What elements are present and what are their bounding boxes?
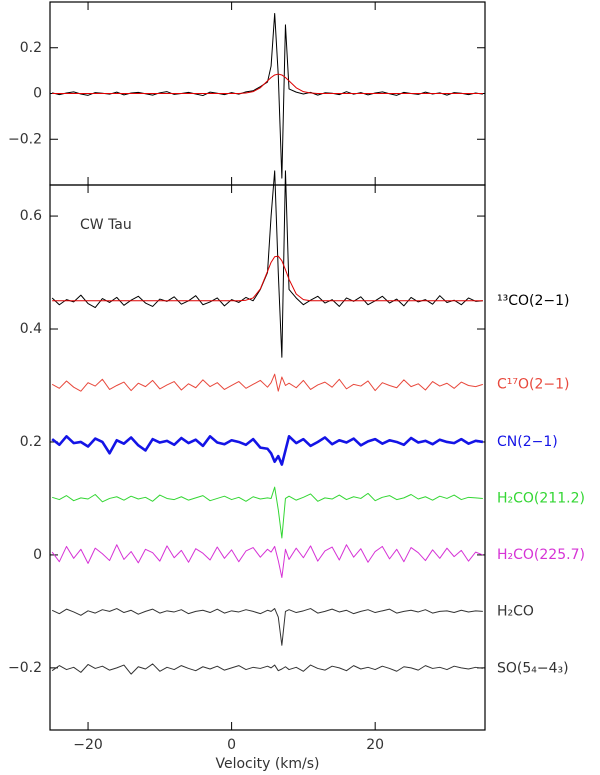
y-tick-label: 0: [33, 547, 42, 563]
series-label: CN(2−1): [497, 434, 558, 450]
y-tick-label: −0.2: [8, 131, 42, 147]
spectrum-line: [51, 435, 484, 466]
x-tick-label: 20: [366, 737, 384, 753]
y-tick-label: 0.6: [20, 208, 42, 224]
plot-frame: [49, 184, 486, 731]
x-tick-label: −20: [73, 737, 103, 753]
x-axis-label: Velocity (km/s): [215, 756, 319, 772]
series-label: C¹⁷O(2−1): [497, 376, 570, 392]
series-label: ¹³CO(2−1): [497, 293, 570, 309]
y-tick-label: 0.2: [20, 40, 42, 56]
series-label: H₂CO: [497, 603, 534, 619]
y-tick-label: 0: [33, 86, 42, 102]
y-tick-label: −0.2: [8, 660, 42, 676]
spectrum-line: [52, 73, 483, 94]
y-tick-label: 0.4: [20, 321, 42, 337]
spectrum-line: [51, 608, 483, 646]
spectrum-line: [51, 170, 483, 358]
annotation: CW Tau: [80, 217, 132, 233]
series-label: H₂CO(211.2): [497, 490, 585, 506]
spectrum-line: [51, 544, 484, 579]
spectrum-line: [52, 255, 483, 302]
spectrum-line: [51, 486, 483, 539]
spectrum-line: [52, 12, 483, 179]
spectrum-line: [51, 663, 483, 675]
x-tick-label: 0: [227, 737, 236, 753]
series-label: H₂CO(225.7): [497, 547, 585, 563]
y-tick-label: 0.2: [20, 434, 42, 450]
series-label: SO(5₄−4₃): [497, 660, 569, 676]
spectrum-line: [51, 373, 484, 392]
